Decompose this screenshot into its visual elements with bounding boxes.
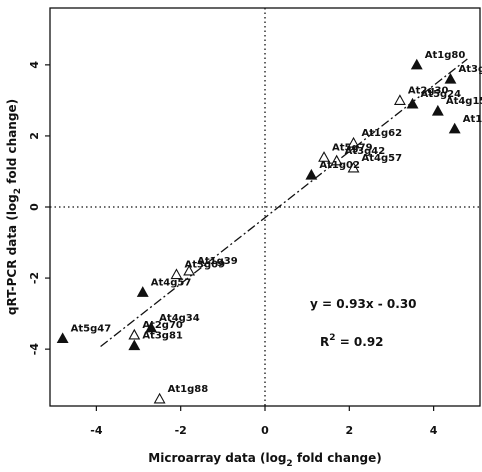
x-tick-label: -4 [90,424,103,437]
data-point [410,58,423,70]
y-tick-label: 0 [28,203,41,211]
data-point [128,339,141,351]
data-point-label: At1g80 [425,50,466,61]
data-point [406,97,419,109]
x-axis-label-main: Microarray data (log [148,451,286,465]
data-point [330,154,343,166]
data-points: At1g80 At3g20 At2g30At5g24At4g15 At1g73 At1g… [56,50,482,404]
data-point-label: At1g02 [319,160,360,171]
x-axis-label-tail: fold change) [293,451,382,465]
data-point-label: At1g73 [463,114,482,125]
x-tick-label: 0 [261,424,269,437]
data-point-label: At1g39 [197,256,238,267]
data-point-label: At2g30 [408,85,449,96]
data-point [136,286,149,297]
data-point [431,104,444,116]
data-point-label: At1g62 [362,128,403,139]
y-axis-label-subscript: 2 [13,188,23,194]
data-point [347,136,360,148]
data-point-label: At5g79 [332,142,373,153]
data-point [128,328,141,340]
data-point [318,151,330,162]
regression-equation: y = 0.93x - 0.30 [310,297,417,311]
data-point [393,94,406,105]
data-point [444,72,457,84]
x-axis-label-subscript: 2 [286,459,292,469]
y-tick-label: -2 [28,272,41,284]
data-point-label: At3g09 [184,260,225,271]
data-point-label: At4g15 [446,96,482,107]
regression-line [100,58,468,348]
data-point-label: At5g24 [421,89,462,100]
data-point-label: At5g47 [71,323,112,334]
data-point [305,168,318,180]
y-tick-label: 2 [28,132,41,140]
y-axis-label-tail: fold change) [5,99,19,188]
r-squared: R2 = 0.92 [320,333,384,349]
regression-line-group [100,58,468,348]
y-tick-label: 4 [28,61,41,69]
data-point [448,122,461,134]
data-point-label: At4g57 [362,153,403,164]
data-point-label: At4g34 [159,313,200,324]
reference-lines [50,8,480,406]
x-tick-label: -2 [175,424,187,437]
y-axis-label-main: qRT-PCR data (log [5,194,19,315]
data-point-label: At4g57 [151,277,192,288]
r-squared-value: = 0.92 [336,335,384,349]
data-point-label: At1g88 [168,384,209,395]
data-point [170,268,183,280]
r-squared-symbol: R [320,335,329,349]
x-axis-label: Microarray data (log2 fold change) [148,451,381,469]
data-point-label: At3g42 [345,146,386,157]
data-point-label: At3g81 [142,331,183,342]
y-tick-label: -4 [28,343,41,356]
y-axis-label: qRT-PCR data (log2 fold change) [5,99,23,315]
x-tick-label: 4 [430,424,438,437]
data-point [347,161,360,173]
data-point [153,392,166,404]
r-squared-superscript: 2 [329,333,335,343]
data-point [183,264,196,276]
data-point-label: At3g20 [458,64,482,75]
data-point [145,321,158,333]
data-point [56,332,69,344]
x-tick-label: 2 [345,424,353,437]
data-point-label: At2g70 [142,320,183,331]
axis-ticks: -4 -2 0 2 4 -4 -2 0 2 4 [28,61,438,437]
